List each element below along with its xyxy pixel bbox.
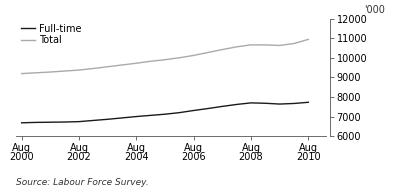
Legend: Full-time, Total: Full-time, Total [21, 24, 82, 45]
Full-time [306, 101, 311, 103]
Total [48, 71, 53, 73]
Line: Total: Total [21, 40, 308, 74]
Full-time [19, 122, 24, 124]
Total [148, 60, 153, 62]
Total [163, 59, 168, 61]
Total [77, 69, 81, 71]
Total [19, 72, 24, 75]
Total [119, 64, 124, 66]
Full-time [249, 102, 253, 104]
Full-time [148, 114, 153, 116]
Full-time [91, 119, 96, 122]
Full-time [206, 107, 210, 110]
Line: Full-time: Full-time [21, 102, 308, 123]
Full-time [263, 102, 268, 104]
Full-time [220, 105, 225, 108]
Total [34, 72, 39, 74]
Total [105, 66, 110, 68]
Full-time [77, 121, 81, 123]
Full-time [177, 112, 182, 114]
Full-time [62, 121, 67, 123]
Total [234, 46, 239, 48]
Full-time [119, 117, 124, 119]
Total [292, 42, 297, 45]
Total [62, 70, 67, 72]
Text: Source: Labour Force Survey.: Source: Labour Force Survey. [16, 178, 148, 187]
Full-time [277, 103, 282, 105]
Total [206, 51, 210, 54]
Full-time [191, 109, 196, 112]
Total [306, 38, 311, 41]
Total [191, 54, 196, 57]
Total [263, 44, 268, 46]
Full-time [292, 102, 297, 105]
Text: '000: '000 [364, 5, 385, 15]
Total [277, 44, 282, 47]
Total [134, 62, 139, 64]
Full-time [34, 121, 39, 124]
Full-time [134, 115, 139, 118]
Total [220, 48, 225, 51]
Full-time [48, 121, 53, 123]
Full-time [163, 113, 168, 115]
Total [91, 67, 96, 70]
Full-time [105, 118, 110, 120]
Full-time [234, 103, 239, 106]
Total [177, 57, 182, 59]
Total [249, 44, 253, 46]
